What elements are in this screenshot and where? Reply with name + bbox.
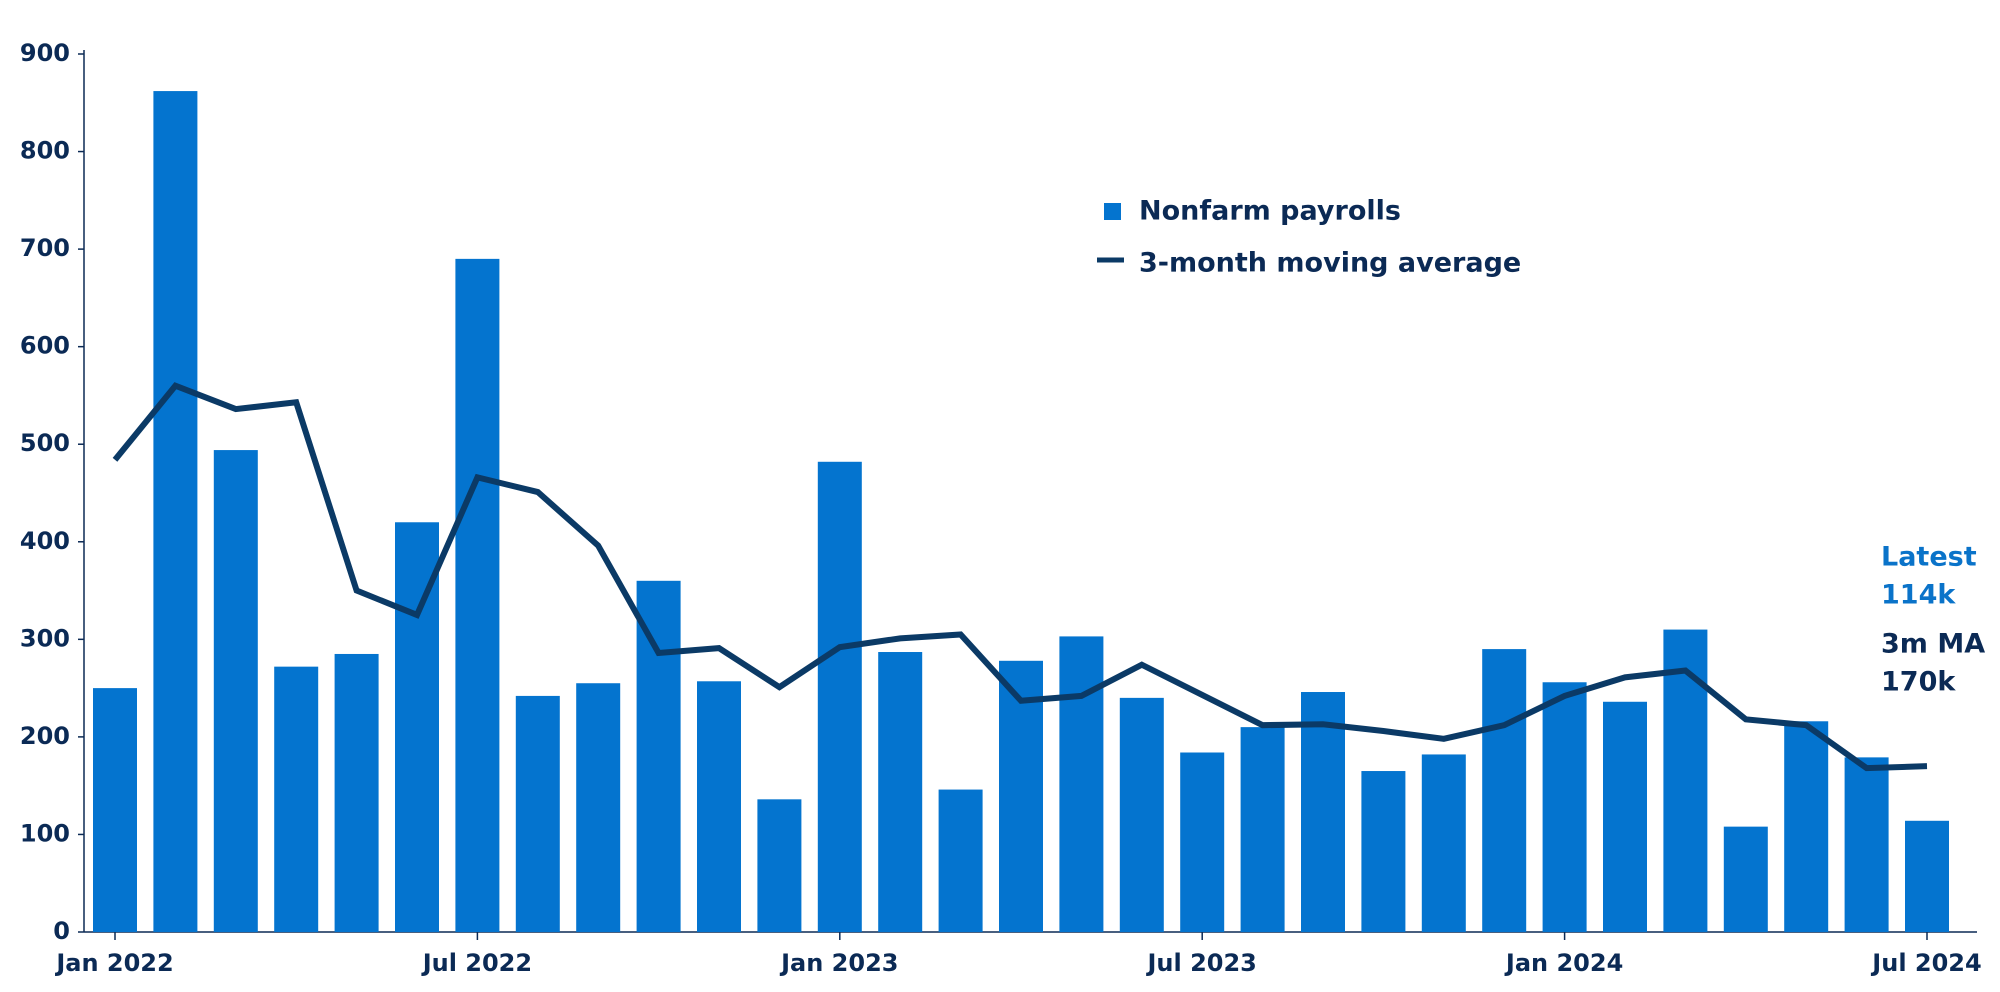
bar xyxy=(334,653,379,932)
bar xyxy=(576,683,621,932)
bar xyxy=(515,695,560,932)
y-tick-label: 600 xyxy=(20,332,70,360)
bar xyxy=(93,688,137,932)
legend-swatch xyxy=(1104,203,1121,220)
bar xyxy=(153,91,198,933)
bar xyxy=(1723,826,1768,932)
bar xyxy=(1482,649,1527,932)
legend-label: 3-month moving average xyxy=(1139,248,1521,279)
y-tick-label: 0 xyxy=(53,917,70,945)
bar xyxy=(1240,727,1285,932)
x-tick-label: Jul 2022 xyxy=(421,949,532,977)
x-tick-label: Jan 2022 xyxy=(54,949,173,977)
y-tick-label: 200 xyxy=(20,722,70,750)
legend-label: Nonfarm payrolls xyxy=(1139,196,1401,227)
annotation: 170k xyxy=(1881,667,1956,698)
bar xyxy=(1119,697,1164,932)
x-tick-label: Jul 2024 xyxy=(1870,949,1981,977)
bar xyxy=(1180,752,1225,932)
y-tick-label: 700 xyxy=(20,234,70,262)
bar xyxy=(1301,692,1345,932)
bar xyxy=(1603,701,1647,932)
bar xyxy=(636,580,681,932)
x-tick-label: Jul 2023 xyxy=(1145,949,1256,977)
bar xyxy=(999,660,1043,932)
bar xyxy=(455,258,500,932)
y-tick-label: 900 xyxy=(20,39,70,67)
bar xyxy=(697,681,741,932)
bar xyxy=(1421,754,1466,932)
x-tick-label: Jan 2023 xyxy=(779,949,898,977)
bar xyxy=(274,666,319,932)
line xyxy=(112,382,1928,772)
annotation: 114k xyxy=(1881,580,1956,611)
bar xyxy=(757,799,802,932)
bar xyxy=(1905,820,1949,932)
bar xyxy=(213,450,258,932)
y-tick-label: 100 xyxy=(20,819,70,847)
bar xyxy=(1361,771,1406,932)
bar xyxy=(817,461,862,932)
annotation: 3m MA xyxy=(1881,629,1985,660)
y-tick-label: 300 xyxy=(20,624,70,652)
bar xyxy=(395,522,439,932)
bar xyxy=(878,652,923,932)
bar xyxy=(1784,721,1829,932)
annotation: Latest xyxy=(1881,542,1977,573)
y-tick-label: 800 xyxy=(20,137,70,165)
bar xyxy=(1542,682,1587,932)
y-tick-label: 400 xyxy=(20,527,70,555)
bar xyxy=(938,789,983,932)
x-tick-label: Jan 2024 xyxy=(1504,949,1623,977)
y-tick-label: 500 xyxy=(20,429,70,457)
bar xyxy=(1059,636,1104,932)
bar xyxy=(1844,757,1889,932)
